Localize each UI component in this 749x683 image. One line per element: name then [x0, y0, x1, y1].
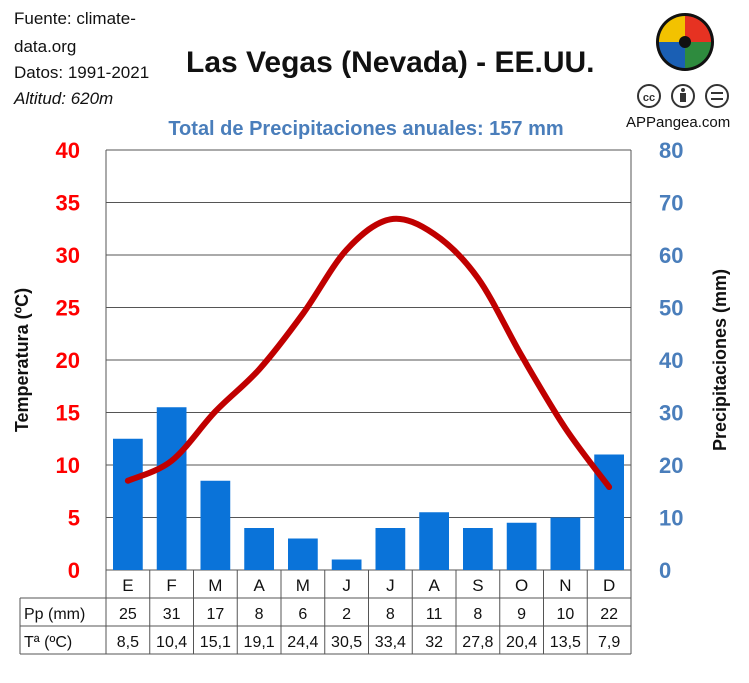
precip-bar — [506, 522, 537, 570]
precip-bar — [419, 512, 449, 570]
x-tick-label: J — [342, 576, 351, 595]
left-tick-label: 35 — [56, 191, 80, 216]
brand-label: APPangea.com — [626, 114, 731, 131]
right-tick-label: 30 — [659, 401, 683, 426]
data-label: 30,5 — [331, 634, 362, 651]
data-label: 11 — [426, 606, 443, 623]
data-label: 27,8 — [462, 634, 493, 651]
source-line-3: Datos: 1991-2021 — [14, 63, 150, 82]
data-label: 9 — [517, 606, 526, 623]
left-tick-label: 20 — [56, 348, 80, 373]
table-row-label: Pp (mm) — [24, 606, 85, 623]
data-label: 8 — [386, 606, 395, 623]
right-tick-label: 70 — [659, 191, 683, 216]
data-label: 2 — [342, 606, 351, 623]
data-label: 24,4 — [287, 634, 318, 651]
data-label: 25 — [119, 606, 137, 623]
table-row-label: Tª (ºC) — [24, 634, 72, 651]
x-tick-label: J — [386, 576, 395, 595]
left-tick-label: 0 — [68, 558, 80, 583]
cc-license-icons: cc — [637, 84, 729, 108]
altitude-label: Altitud: 620m — [14, 89, 114, 108]
x-tick-label: M — [296, 576, 310, 595]
data-label: 6 — [298, 606, 307, 623]
data-label: 10 — [556, 606, 574, 623]
precip-bar — [288, 538, 318, 570]
left-tick-label: 30 — [56, 243, 80, 268]
right-tick-label: 0 — [659, 558, 671, 583]
data-label: 13,5 — [550, 634, 581, 651]
data-label: 15,1 — [200, 634, 231, 651]
precip-bar — [375, 528, 406, 570]
svg-text:cc: cc — [643, 92, 655, 104]
left-axis-title: Temperatura (ºC) — [12, 288, 32, 432]
data-label: 8 — [473, 606, 482, 623]
x-tick-label: A — [253, 576, 265, 595]
chart-subtitle: Total de Precipitaciones anuales: 157 mm — [168, 118, 564, 140]
precip-bar — [550, 517, 581, 570]
precip-bar — [244, 528, 274, 570]
x-tick-label: N — [559, 576, 571, 595]
puzzle-logo-icon — [656, 13, 714, 71]
precip-bar — [200, 480, 231, 570]
left-tick-label: 5 — [68, 506, 80, 531]
data-label: 10,4 — [156, 634, 187, 651]
temperature-line — [124, 215, 613, 491]
data-label: 22 — [600, 606, 618, 623]
precip-bar — [113, 438, 143, 570]
x-tick-label: E — [122, 576, 133, 595]
left-tick-label: 10 — [56, 453, 80, 478]
data-label: 33,4 — [375, 634, 406, 651]
x-tick-label: A — [428, 576, 440, 595]
data-label: 8 — [255, 606, 264, 623]
right-tick-label: 40 — [659, 348, 683, 373]
data-label: 17 — [206, 606, 224, 623]
chart-title: Las Vegas (Nevada) - EE.UU. — [186, 46, 595, 79]
x-tick-label: M — [208, 576, 222, 595]
right-tick-label: 20 — [659, 453, 683, 478]
precip-bar — [463, 528, 493, 570]
left-tick-label: 25 — [56, 296, 80, 321]
data-label: 7,9 — [598, 634, 620, 651]
precip-bar — [331, 559, 362, 570]
precip-bar — [156, 407, 187, 570]
x-tick-label: S — [472, 576, 483, 595]
left-tick-label: 15 — [56, 401, 80, 426]
data-label: 20,4 — [506, 634, 537, 651]
right-tick-label: 10 — [659, 506, 683, 531]
x-tick-label: F — [166, 576, 176, 595]
source-line-2: data.org — [14, 37, 77, 56]
right-tick-label: 60 — [659, 243, 683, 268]
right-tick-label: 50 — [659, 296, 683, 321]
right-tick-label: 80 — [659, 138, 683, 163]
data-label: 19,1 — [244, 634, 275, 651]
data-label: 8,5 — [117, 634, 139, 651]
left-tick-label: 40 — [56, 138, 80, 163]
right-axis-title: Precipitaciones (mm) — [710, 269, 730, 451]
source-line-1: Fuente: climate- — [14, 9, 136, 28]
x-tick-label: D — [603, 576, 615, 595]
data-label: 32 — [425, 634, 443, 651]
data-label: 31 — [163, 606, 181, 623]
x-tick-label: O — [515, 576, 528, 595]
